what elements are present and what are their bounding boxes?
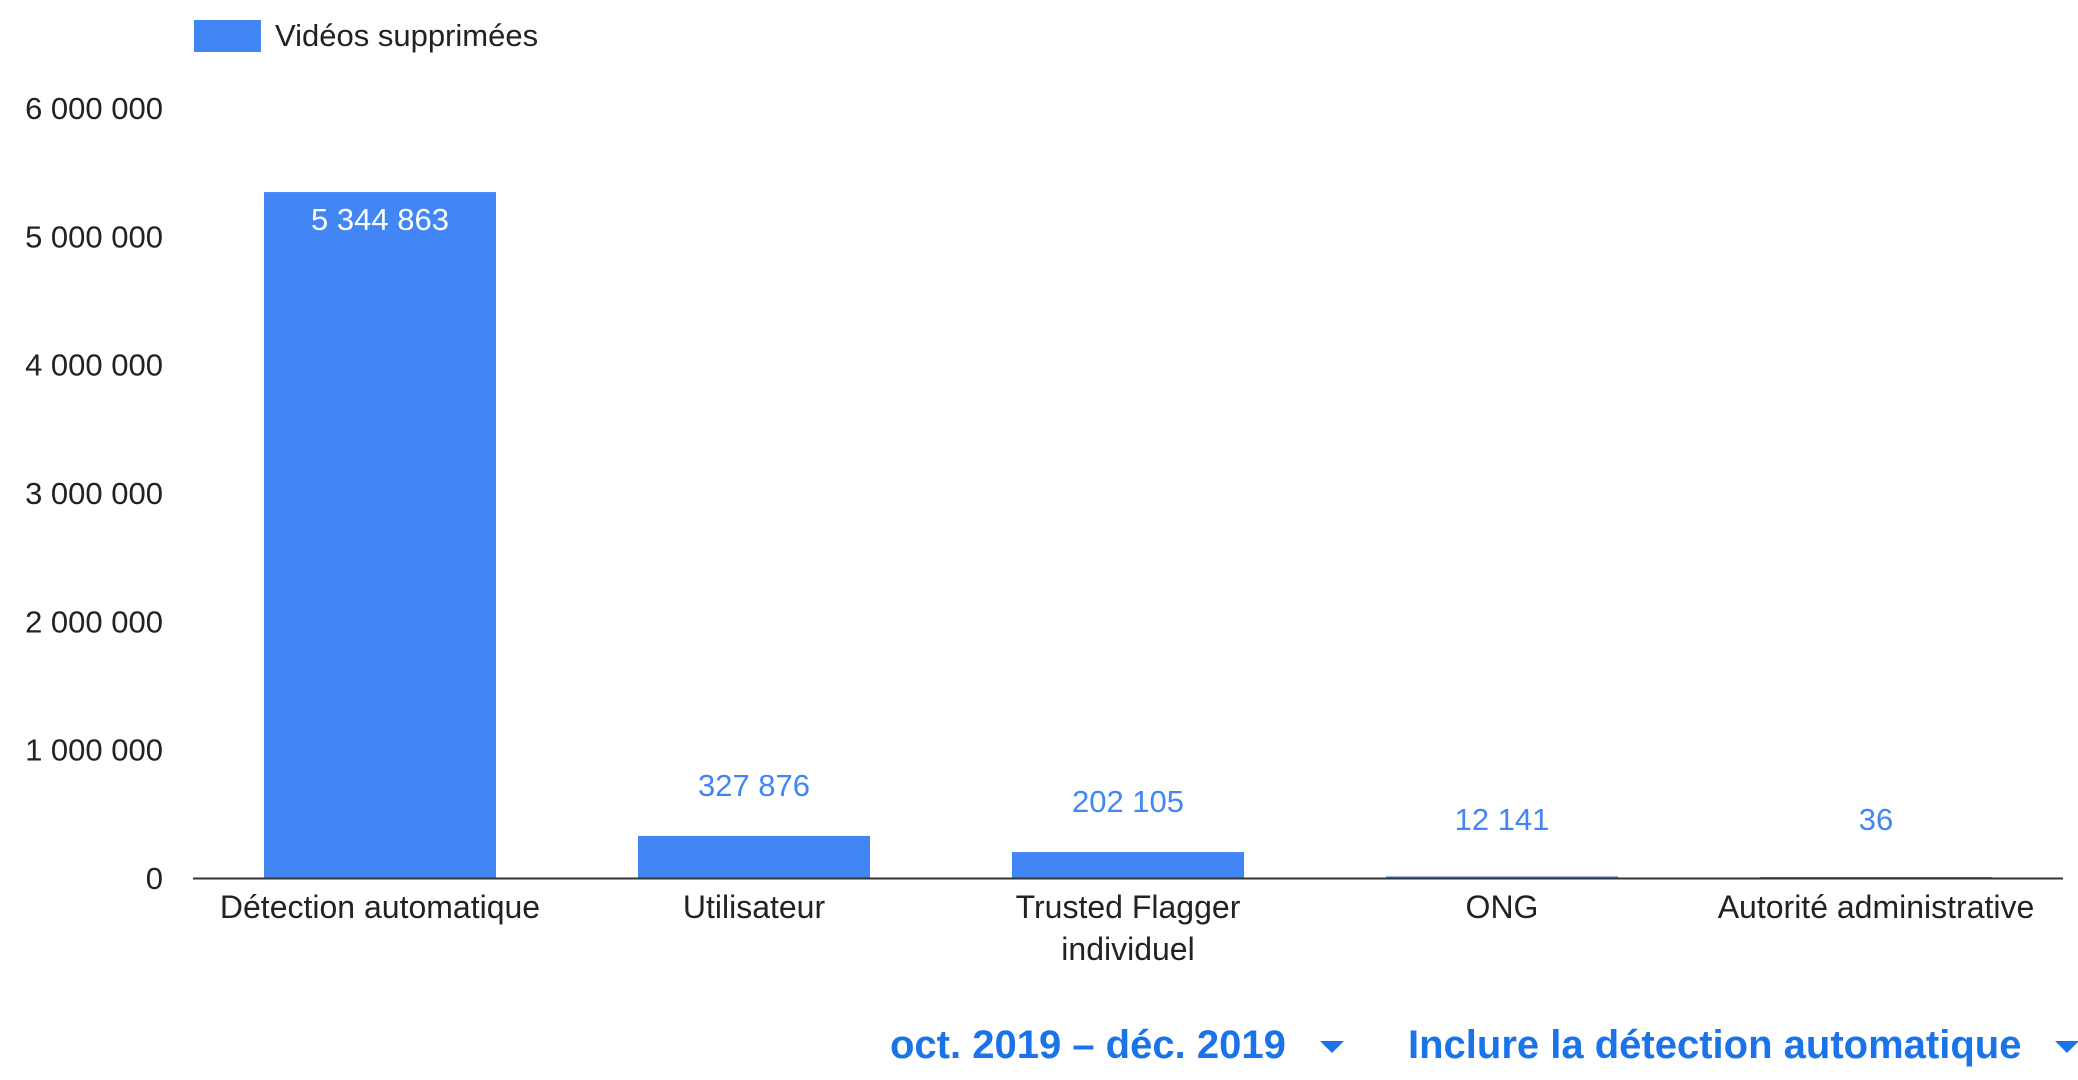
period-dropdown-label: oct. 2019 – déc. 2019	[890, 1022, 1286, 1067]
bar-value-label: 327 876	[698, 768, 810, 803]
y-tick-label: 4 000 000	[25, 348, 163, 383]
x-tick-label: Autorité administrative	[1718, 889, 2035, 925]
x-tick-label-line: Utilisateur	[683, 889, 826, 925]
y-tick-label: 1 000 000	[25, 733, 163, 768]
x-tick-label-line: individuel	[1061, 931, 1194, 967]
x-tick-label: ONG	[1466, 889, 1539, 925]
caret-down-icon	[2055, 1041, 2078, 1053]
caret-down-icon	[1319, 1041, 1344, 1053]
y-tick-label: 5 000 000	[25, 219, 163, 254]
period-dropdown[interactable]: oct. 2019 – déc. 2019	[890, 1015, 1344, 1075]
bar	[264, 192, 496, 878]
bar-chart: Vidéos supprimées 0 1 000 000 2 000 000 3 0…	[25, 18, 2063, 967]
detection-dropdown-label: Inclure la détection automatique	[1408, 1022, 2022, 1067]
x-tick-label-line: ONG	[1466, 889, 1539, 925]
bar	[1386, 876, 1618, 878]
y-tick-label: 3 000 000	[25, 476, 163, 511]
chart-controls: oct. 2019 – déc. 2019 Inclure la détecti…	[0, 1015, 2078, 1075]
y-tick-label: 0	[146, 861, 163, 896]
legend-label: Vidéos supprimées	[275, 18, 538, 53]
bar-value-label: 36	[1859, 802, 1893, 837]
x-tick-label-line: Détection automatique	[220, 889, 540, 925]
bar-value-label: 12 141	[1455, 802, 1550, 837]
y-tick-label: 6 000 000	[25, 91, 163, 126]
x-tick-label: Détection automatique	[220, 889, 540, 925]
detection-dropdown[interactable]: Inclure la détection automatique	[1408, 1015, 2078, 1075]
bar	[638, 835, 870, 878]
bars: 5 344 863 327 876 202 105 12 141 36	[264, 192, 1992, 878]
y-axis: 0 1 000 000 2 000 000 3 000 000 4 000 000 5 0…	[25, 91, 163, 896]
x-tick-label: Trusted Flagger individuel	[1016, 889, 1241, 967]
bar	[1012, 852, 1244, 878]
y-tick-label: 2 000 000	[25, 604, 163, 639]
x-tick-label-line: Autorité administrative	[1718, 889, 2035, 925]
bar-value-label: 5 344 863	[311, 202, 449, 237]
x-tick-label: Utilisateur	[683, 889, 826, 925]
bar-value-label: 202 105	[1072, 784, 1184, 819]
legend: Vidéos supprimées	[194, 18, 538, 53]
legend-swatch	[194, 20, 261, 52]
x-axis: Détection automatique Utilisateur Trusted …	[193, 877, 2063, 967]
x-tick-label-line: Trusted Flagger	[1016, 889, 1241, 925]
